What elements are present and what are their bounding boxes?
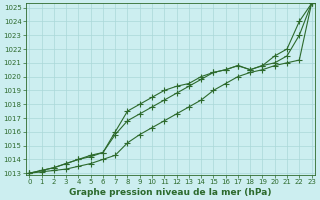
X-axis label: Graphe pression niveau de la mer (hPa): Graphe pression niveau de la mer (hPa) <box>69 188 272 197</box>
